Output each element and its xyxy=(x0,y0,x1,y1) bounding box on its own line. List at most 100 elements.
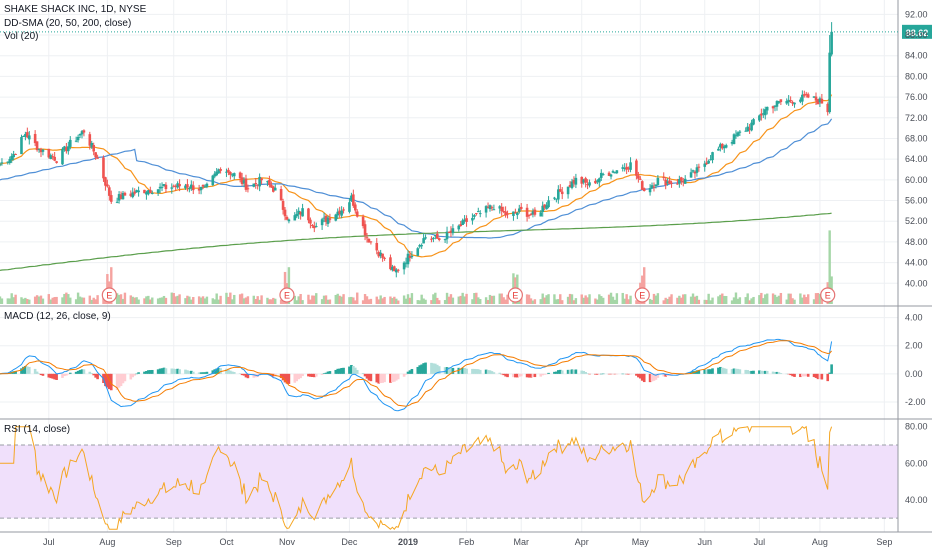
rsi-band-fill xyxy=(0,444,898,519)
candle-body xyxy=(818,98,822,103)
candlesticks xyxy=(0,22,833,278)
candle-body xyxy=(12,153,15,158)
macd-histogram-bar xyxy=(476,369,480,374)
sma-legend[interactable]: DD-SMA (20, 50, 200, close) xyxy=(4,18,132,29)
volume-bar xyxy=(744,297,747,304)
candle-body xyxy=(574,177,578,185)
volume-bar xyxy=(402,295,406,304)
macd-histogram-bar xyxy=(348,366,351,374)
macd-histogram-bar xyxy=(14,370,17,374)
earnings-marker[interactable]: E xyxy=(634,287,650,303)
candle-body xyxy=(363,224,367,236)
earnings-marker[interactable]: E xyxy=(101,287,117,303)
candle-body xyxy=(639,178,642,180)
macd-histogram-bar xyxy=(313,373,316,378)
candle-body xyxy=(545,205,548,210)
earnings-marker-circle xyxy=(634,287,650,303)
volume-bar xyxy=(352,297,355,304)
candle-body xyxy=(492,209,496,211)
volume-bar xyxy=(217,299,220,304)
candle-body xyxy=(270,184,273,188)
candle-body xyxy=(543,204,546,208)
candle-body xyxy=(730,142,734,144)
earnings-marker[interactable]: E xyxy=(279,287,295,303)
candle-body xyxy=(307,208,310,221)
volume-bar xyxy=(596,299,599,304)
macd-histogram-bar xyxy=(765,370,769,374)
earnings-marker[interactable]: E xyxy=(507,287,523,303)
rsi-legend[interactable]: RSI (14, close) xyxy=(4,424,71,435)
candle-body xyxy=(381,253,384,258)
volume-bar xyxy=(445,292,449,304)
macd-histogram-bar xyxy=(533,373,537,378)
volume-legend[interactable]: Vol (20) xyxy=(4,31,39,42)
macd-histogram-bar xyxy=(558,369,562,374)
macd-histogram-bar xyxy=(320,373,324,375)
macd-histogram-bar xyxy=(232,372,236,374)
macd-histogram-bar xyxy=(443,367,447,374)
candle-body xyxy=(560,191,564,195)
macd-axis-label: -2.00 xyxy=(905,397,926,407)
macd-histogram-bar xyxy=(365,373,369,379)
candle-body xyxy=(478,213,482,215)
macd-histogram-bar xyxy=(231,371,234,374)
macd-histogram-bar xyxy=(553,371,556,374)
volume-bar xyxy=(287,267,291,304)
volume-bar xyxy=(818,294,822,304)
macd-histogram-bar xyxy=(297,373,300,380)
macd-histogram-bar xyxy=(129,373,133,380)
volume-bar xyxy=(707,293,710,304)
volume-bar xyxy=(340,296,343,304)
volume-bar xyxy=(566,296,570,304)
volume-bar xyxy=(162,295,166,304)
pane-dividers[interactable] xyxy=(0,0,932,533)
macd-histogram-bar xyxy=(375,373,379,383)
volume-bar xyxy=(256,296,259,304)
volume-bar xyxy=(363,294,367,304)
macd-histogram-bar xyxy=(516,373,519,378)
candle-body xyxy=(190,184,193,189)
macd-histogram-bar xyxy=(588,373,591,375)
price-axis-label: 72.00 xyxy=(905,113,928,123)
volume-bar xyxy=(205,296,209,304)
volume-bar xyxy=(420,294,423,304)
macd-histogram-bar xyxy=(367,373,371,381)
candle-body xyxy=(746,126,749,132)
candle-body xyxy=(186,184,189,188)
candle-body xyxy=(820,98,824,104)
candle-body xyxy=(517,208,521,212)
candle-body xyxy=(244,178,248,190)
volume-bar xyxy=(311,295,314,304)
volume-bar xyxy=(94,299,97,304)
candle-body xyxy=(313,225,316,229)
candle-body xyxy=(502,211,505,213)
earnings-marker[interactable]: E xyxy=(820,287,836,303)
macd-histogram-bar xyxy=(145,371,148,374)
candle-body xyxy=(504,211,507,216)
candle-body xyxy=(570,181,574,188)
candle-body xyxy=(705,162,708,165)
macd-histogram-bar xyxy=(63,373,66,377)
macd-histogram-bar xyxy=(621,373,625,375)
macd-histogram-bar xyxy=(328,371,332,374)
macd-histogram-bar xyxy=(594,373,597,375)
volume-bar xyxy=(299,294,302,304)
volume-bar xyxy=(479,298,482,304)
candle-body xyxy=(762,113,765,115)
candle-body xyxy=(640,181,644,190)
candle-body xyxy=(806,94,810,98)
volume-bar xyxy=(773,294,777,304)
candle-body xyxy=(512,211,515,216)
candle-body xyxy=(678,179,681,184)
macd-histogram-bar xyxy=(802,373,806,377)
candle-body xyxy=(771,106,775,109)
macd-legend[interactable]: MACD (12, 26, close, 9) xyxy=(4,311,111,322)
candle-body xyxy=(615,170,619,174)
candle-body xyxy=(6,161,10,163)
candle-body xyxy=(143,189,146,194)
macd-histogram-bar xyxy=(244,373,248,378)
macd-histogram-bar xyxy=(541,373,545,376)
macd-histogram-bar xyxy=(762,370,765,374)
